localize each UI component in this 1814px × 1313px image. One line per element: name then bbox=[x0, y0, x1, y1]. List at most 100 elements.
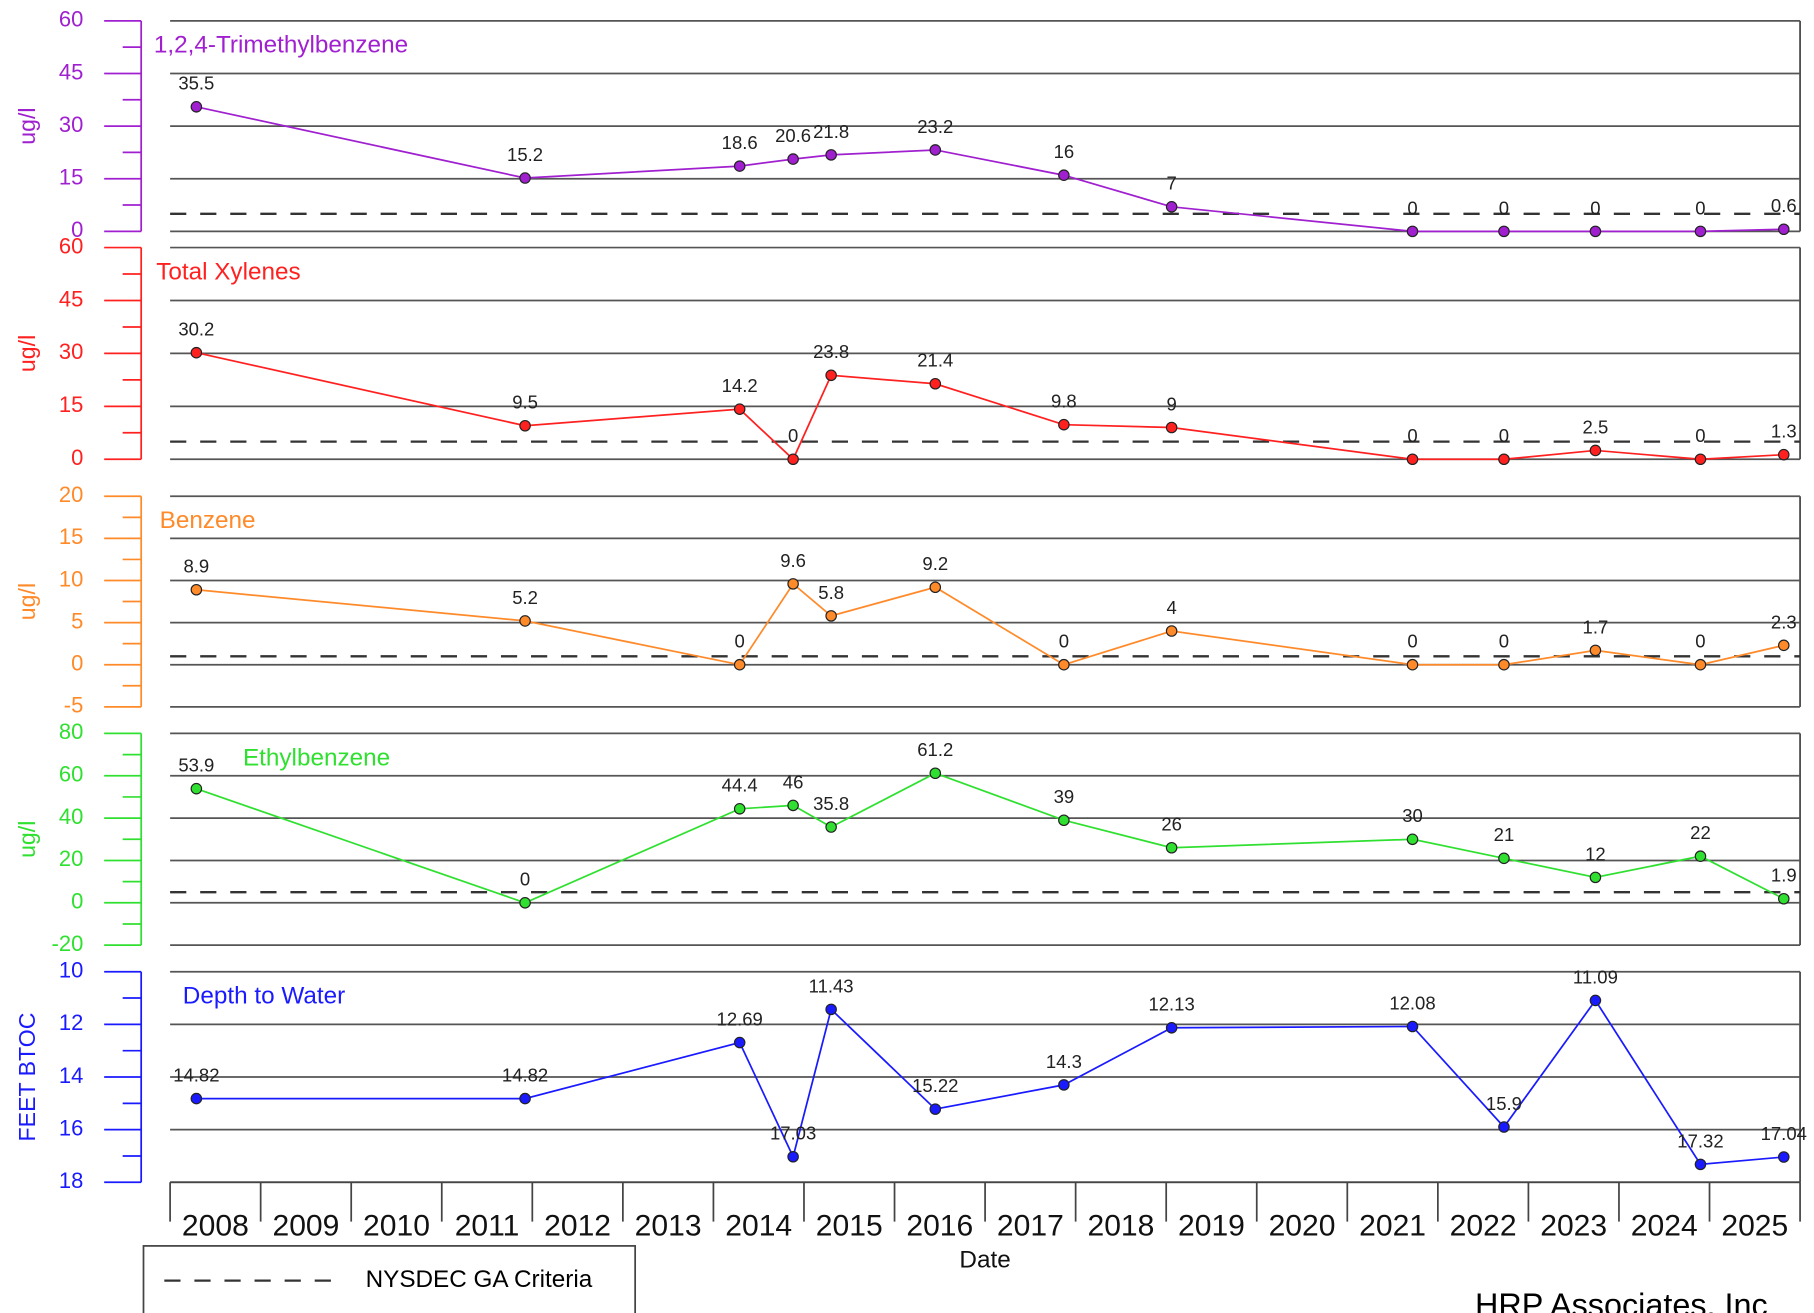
y-tick-label: 45 bbox=[59, 59, 83, 84]
data-point bbox=[1498, 852, 1510, 865]
x-tick-label: 2011 bbox=[455, 1209, 520, 1242]
data-label: 9.6 bbox=[780, 550, 806, 571]
y-tick-label: -20 bbox=[52, 931, 84, 956]
data-label: 0 bbox=[1695, 631, 1705, 652]
data-point bbox=[519, 1092, 531, 1105]
data-point bbox=[519, 615, 531, 627]
x-tick-label: 2021 bbox=[1359, 1209, 1426, 1242]
y-tick-label: 18 bbox=[59, 1168, 83, 1193]
data-point bbox=[1406, 225, 1419, 238]
data-label: 17.04 bbox=[1761, 1123, 1807, 1144]
y-tick-label: 0 bbox=[71, 651, 83, 676]
y-tick-label: 15 bbox=[59, 165, 83, 190]
data-label: 1.7 bbox=[1583, 616, 1609, 637]
panel-title: Ethylbenzene bbox=[243, 744, 390, 771]
data-label: 2.5 bbox=[1583, 416, 1609, 437]
data-label: 0 bbox=[735, 631, 745, 652]
panel-title: Depth to Water bbox=[183, 983, 345, 1010]
data-label: 23.8 bbox=[813, 341, 849, 362]
data-point bbox=[519, 897, 531, 909]
data-label: 0.6 bbox=[1771, 195, 1797, 216]
x-tick-label: 2020 bbox=[1269, 1209, 1336, 1242]
data-point bbox=[787, 799, 799, 812]
data-point bbox=[929, 581, 942, 594]
data-point bbox=[1165, 625, 1178, 637]
data-label: 21 bbox=[1494, 824, 1515, 845]
data-point bbox=[1589, 444, 1602, 457]
y-tick-label: 10 bbox=[59, 958, 83, 983]
data-point bbox=[190, 101, 203, 113]
data-point bbox=[1589, 225, 1602, 238]
data-point bbox=[1165, 1022, 1178, 1034]
data-point bbox=[1589, 644, 1602, 657]
x-axis-label: Date bbox=[959, 1246, 1010, 1273]
data-label: 11.43 bbox=[809, 975, 854, 996]
data-label: 39 bbox=[1054, 786, 1075, 807]
data-label: 14.2 bbox=[722, 375, 758, 396]
y-tick-label: 15 bbox=[59, 524, 83, 549]
data-label: 0 bbox=[1499, 425, 1509, 446]
y-tick-label: 0 bbox=[71, 889, 83, 914]
data-point bbox=[733, 1036, 746, 1049]
y-tick-label: 30 bbox=[59, 339, 83, 364]
data-label: 0 bbox=[1695, 425, 1705, 446]
data-point bbox=[1406, 1020, 1419, 1033]
panel-title: Total Xylenes bbox=[156, 258, 300, 285]
y-tick-label: 0 bbox=[71, 445, 83, 470]
data-label: 9.8 bbox=[1051, 391, 1077, 412]
data-point bbox=[1058, 1079, 1070, 1091]
y-tick-label: 5 bbox=[71, 608, 83, 633]
data-point bbox=[1406, 453, 1419, 466]
data-label: 0 bbox=[788, 425, 798, 446]
data-point bbox=[519, 419, 531, 432]
data-point bbox=[787, 1150, 799, 1163]
data-point bbox=[1058, 814, 1070, 827]
y-axis-label: ug/l bbox=[14, 583, 40, 620]
data-label: 35.8 bbox=[813, 793, 849, 814]
footer: HRP Associates, Inc bbox=[1475, 1287, 1768, 1313]
data-label: 12.13 bbox=[1148, 994, 1194, 1015]
x-tick-label: 2018 bbox=[1087, 1209, 1154, 1242]
data-point bbox=[1777, 1151, 1790, 1163]
data-point bbox=[1058, 169, 1070, 182]
data-point bbox=[1777, 892, 1790, 905]
data-label: 0 bbox=[1407, 197, 1417, 218]
data-label: 30.2 bbox=[178, 319, 214, 340]
data-point bbox=[733, 403, 746, 415]
data-point bbox=[190, 1092, 203, 1105]
x-tick-label: 2013 bbox=[635, 1209, 702, 1242]
data-point bbox=[1694, 850, 1707, 862]
data-point bbox=[1777, 639, 1790, 652]
y-tick-label: 60 bbox=[59, 7, 83, 32]
data-point bbox=[1165, 201, 1178, 213]
y-tick-label: 12 bbox=[59, 1010, 83, 1035]
data-point bbox=[1694, 225, 1707, 238]
x-tick-label: 2025 bbox=[1721, 1209, 1788, 1242]
data-label: 14.82 bbox=[173, 1064, 219, 1085]
data-label: 1.9 bbox=[1771, 865, 1797, 886]
data-point bbox=[1498, 658, 1510, 671]
data-point bbox=[190, 583, 203, 596]
data-label: 9 bbox=[1166, 393, 1176, 414]
data-point bbox=[1058, 658, 1070, 671]
data-label: 17.03 bbox=[770, 1123, 816, 1144]
data-label: 15.2 bbox=[507, 144, 543, 165]
data-label: 18.6 bbox=[722, 132, 758, 153]
data-label: 0 bbox=[1499, 631, 1509, 652]
y-tick-label: 40 bbox=[59, 804, 83, 829]
data-label: 0 bbox=[1590, 197, 1600, 218]
data-point bbox=[1058, 418, 1070, 431]
data-label: 14.82 bbox=[502, 1064, 548, 1085]
data-label: 0 bbox=[1059, 631, 1069, 652]
data-point bbox=[1165, 841, 1178, 854]
data-point bbox=[1589, 871, 1602, 884]
data-point bbox=[1777, 223, 1790, 236]
data-point bbox=[1694, 453, 1707, 466]
data-point bbox=[1589, 994, 1602, 1007]
data-label: 14.3 bbox=[1046, 1051, 1082, 1072]
series-line bbox=[196, 582, 1784, 666]
y-axis-label: ug/l bbox=[14, 821, 40, 858]
data-point bbox=[1165, 421, 1178, 434]
panel-title: 1,2,4-Trimethylbenzene bbox=[154, 32, 408, 59]
